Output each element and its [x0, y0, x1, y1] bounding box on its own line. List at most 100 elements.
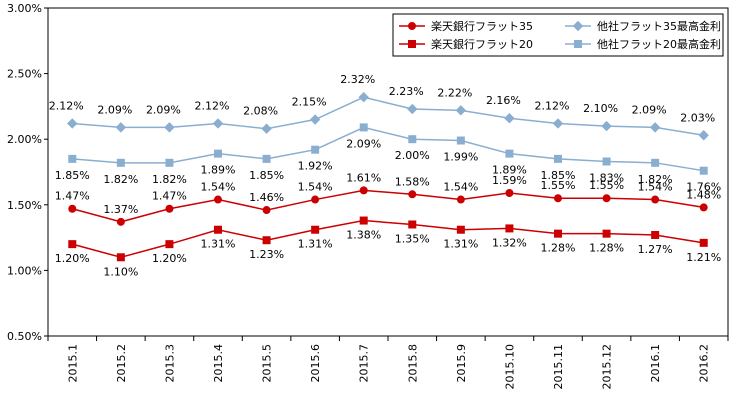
data-point	[359, 123, 368, 132]
data-label: 1.20%	[55, 252, 90, 265]
data-label: 1.82%	[152, 173, 187, 186]
data-point	[165, 158, 174, 167]
data-point	[554, 229, 562, 238]
legend-item: 他社フラット20最高金利	[565, 37, 721, 51]
data-label: 1.31%	[201, 238, 236, 251]
data-label: 2.32%	[340, 73, 375, 86]
data-point	[408, 190, 417, 199]
x-tick-label: 2015.8	[406, 344, 419, 383]
x-tick-label: 2015.5	[261, 344, 274, 383]
data-label: 1.54%	[201, 181, 236, 194]
data-label: 1.76%	[686, 181, 721, 194]
data-point	[262, 154, 271, 163]
data-point	[115, 122, 127, 133]
data-point	[456, 136, 465, 145]
data-point	[456, 195, 465, 204]
data-label: 1.83%	[589, 172, 624, 185]
data-label: 1.32%	[492, 236, 527, 249]
data-point	[554, 154, 562, 163]
data-point	[651, 158, 660, 167]
data-point	[699, 238, 708, 247]
data-label: 1.61%	[346, 171, 381, 184]
data-point	[554, 194, 562, 203]
x-tick-label: 2015.2	[115, 344, 128, 383]
data-point	[165, 240, 174, 249]
legend-label: 他社フラット20最高金利	[597, 37, 721, 51]
y-tick-label: 0.50%	[7, 330, 42, 343]
data-label: 2.12%	[195, 99, 230, 112]
legend-marker	[408, 22, 416, 30]
data-point	[67, 118, 78, 129]
series-4	[68, 123, 708, 175]
series-line	[72, 126, 704, 172]
data-point	[699, 166, 708, 175]
data-label: 1.82%	[638, 173, 673, 186]
data-point	[212, 118, 224, 129]
plot-area	[47, 7, 729, 337]
data-point	[311, 145, 320, 154]
data-label: 2.09%	[346, 137, 381, 150]
data-label: 1.55%	[589, 179, 624, 192]
data-label: 2.10%	[583, 102, 618, 115]
data-point	[505, 149, 514, 158]
data-label: 1.37%	[103, 203, 138, 216]
axes: 0.50% 1.00% 1.50% 2.00% 2.50% 3.00% 2015.1 2015…	[7, 2, 729, 390]
data-label: 1.31%	[443, 238, 478, 251]
legend-label: 楽天銀行フラット35	[431, 19, 533, 33]
data-point	[214, 225, 222, 234]
data-label: 1.59%	[492, 174, 527, 187]
data-point	[651, 230, 660, 239]
data-label: 2.03%	[680, 111, 715, 124]
x-tick-label: 2016.1	[649, 344, 662, 383]
series-line	[72, 96, 704, 137]
data-point	[359, 186, 368, 195]
x-tick-label: 2015.9	[455, 344, 468, 383]
data-point	[456, 225, 465, 234]
legend-marker	[574, 40, 582, 48]
data-point	[602, 194, 611, 203]
data-label: 1.58%	[395, 175, 430, 188]
data-label: 2.00%	[395, 149, 430, 162]
data-point	[309, 114, 321, 125]
data-label: 1.55%	[541, 179, 576, 192]
data-point	[505, 224, 514, 233]
data-point	[68, 154, 77, 163]
data-labels: 1.47% 1.37% 1.47% 1.54% 1.46% 1.54% 1.61% 1.58%…	[49, 73, 721, 278]
series-3	[67, 92, 709, 141]
data-point	[699, 203, 708, 212]
data-point	[601, 120, 612, 132]
data-point	[602, 157, 611, 166]
data-label: 1.31%	[298, 238, 333, 251]
data-label: 1.99%	[443, 151, 478, 164]
data-point	[262, 206, 271, 215]
data-label: 2.15%	[292, 96, 327, 109]
data-label: 1.21%	[686, 251, 721, 264]
legend-marker	[572, 20, 584, 32]
legend-item: 楽天銀行フラット35	[399, 19, 533, 33]
data-point	[68, 204, 77, 213]
data-label: 2.23%	[389, 85, 424, 98]
series-line	[72, 189, 704, 223]
data-point	[504, 113, 515, 124]
x-tick-label: 2015.7	[358, 344, 371, 383]
data-point	[651, 195, 660, 204]
x-tick-label: 2015.6	[309, 344, 322, 383]
data-label: 1.92%	[298, 160, 333, 173]
data-point	[311, 195, 320, 204]
x-tick-label: 2016.2	[698, 344, 711, 383]
data-label: 1.85%	[541, 169, 576, 182]
legend-label: 楽天銀行フラット20	[431, 37, 533, 51]
data-point	[698, 130, 709, 141]
y-tick-label: 1.00%	[7, 264, 42, 277]
data-label: 2.08%	[243, 105, 278, 118]
data-label: 1.23%	[249, 248, 284, 261]
data-point	[116, 217, 125, 226]
y-tick-label: 1.50%	[7, 199, 42, 212]
data-label: 1.47%	[152, 190, 187, 203]
data-point	[165, 204, 174, 213]
data-label: 1.46%	[249, 191, 284, 204]
x-tick-label: 2015.12	[601, 344, 614, 390]
